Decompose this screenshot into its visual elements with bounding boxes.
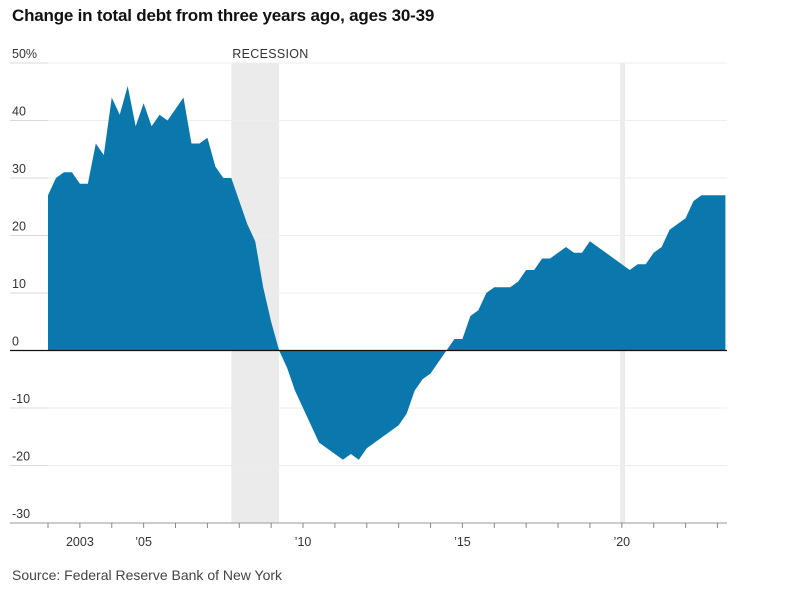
y-tick-label: 10 xyxy=(12,277,26,291)
y-tick-label: 50% xyxy=(12,47,37,61)
x-tick-label: ’20 xyxy=(613,535,630,549)
tick-labels: 50% 40 30 20 10 0 -10 -20 -30 2003 ’05 ’10 ’15 ’20 xyxy=(12,47,630,549)
x-tick-label: ’15 xyxy=(454,535,471,549)
y-tick-label: 20 xyxy=(12,220,26,234)
y-tick-label: -20 xyxy=(12,450,30,464)
recession-label: RECESSION xyxy=(232,47,308,61)
series-area xyxy=(48,86,726,460)
y-tick-label: 40 xyxy=(12,105,26,119)
source-note: Source: Federal Reserve Bank of New York xyxy=(12,567,283,583)
x-tick-label: ’05 xyxy=(135,535,152,549)
y-tick-label: 30 xyxy=(12,162,26,176)
x-tick-label: 2003 xyxy=(66,535,94,549)
y-tick-label: 0 xyxy=(12,335,19,349)
data-area xyxy=(48,86,726,460)
y-tick-label: -30 xyxy=(12,507,30,521)
chart-title: Change in total debt from three years ag… xyxy=(12,6,435,25)
y-tick-label: -10 xyxy=(12,392,30,406)
axes xyxy=(10,349,727,528)
x-tick-label: ’10 xyxy=(295,535,312,549)
